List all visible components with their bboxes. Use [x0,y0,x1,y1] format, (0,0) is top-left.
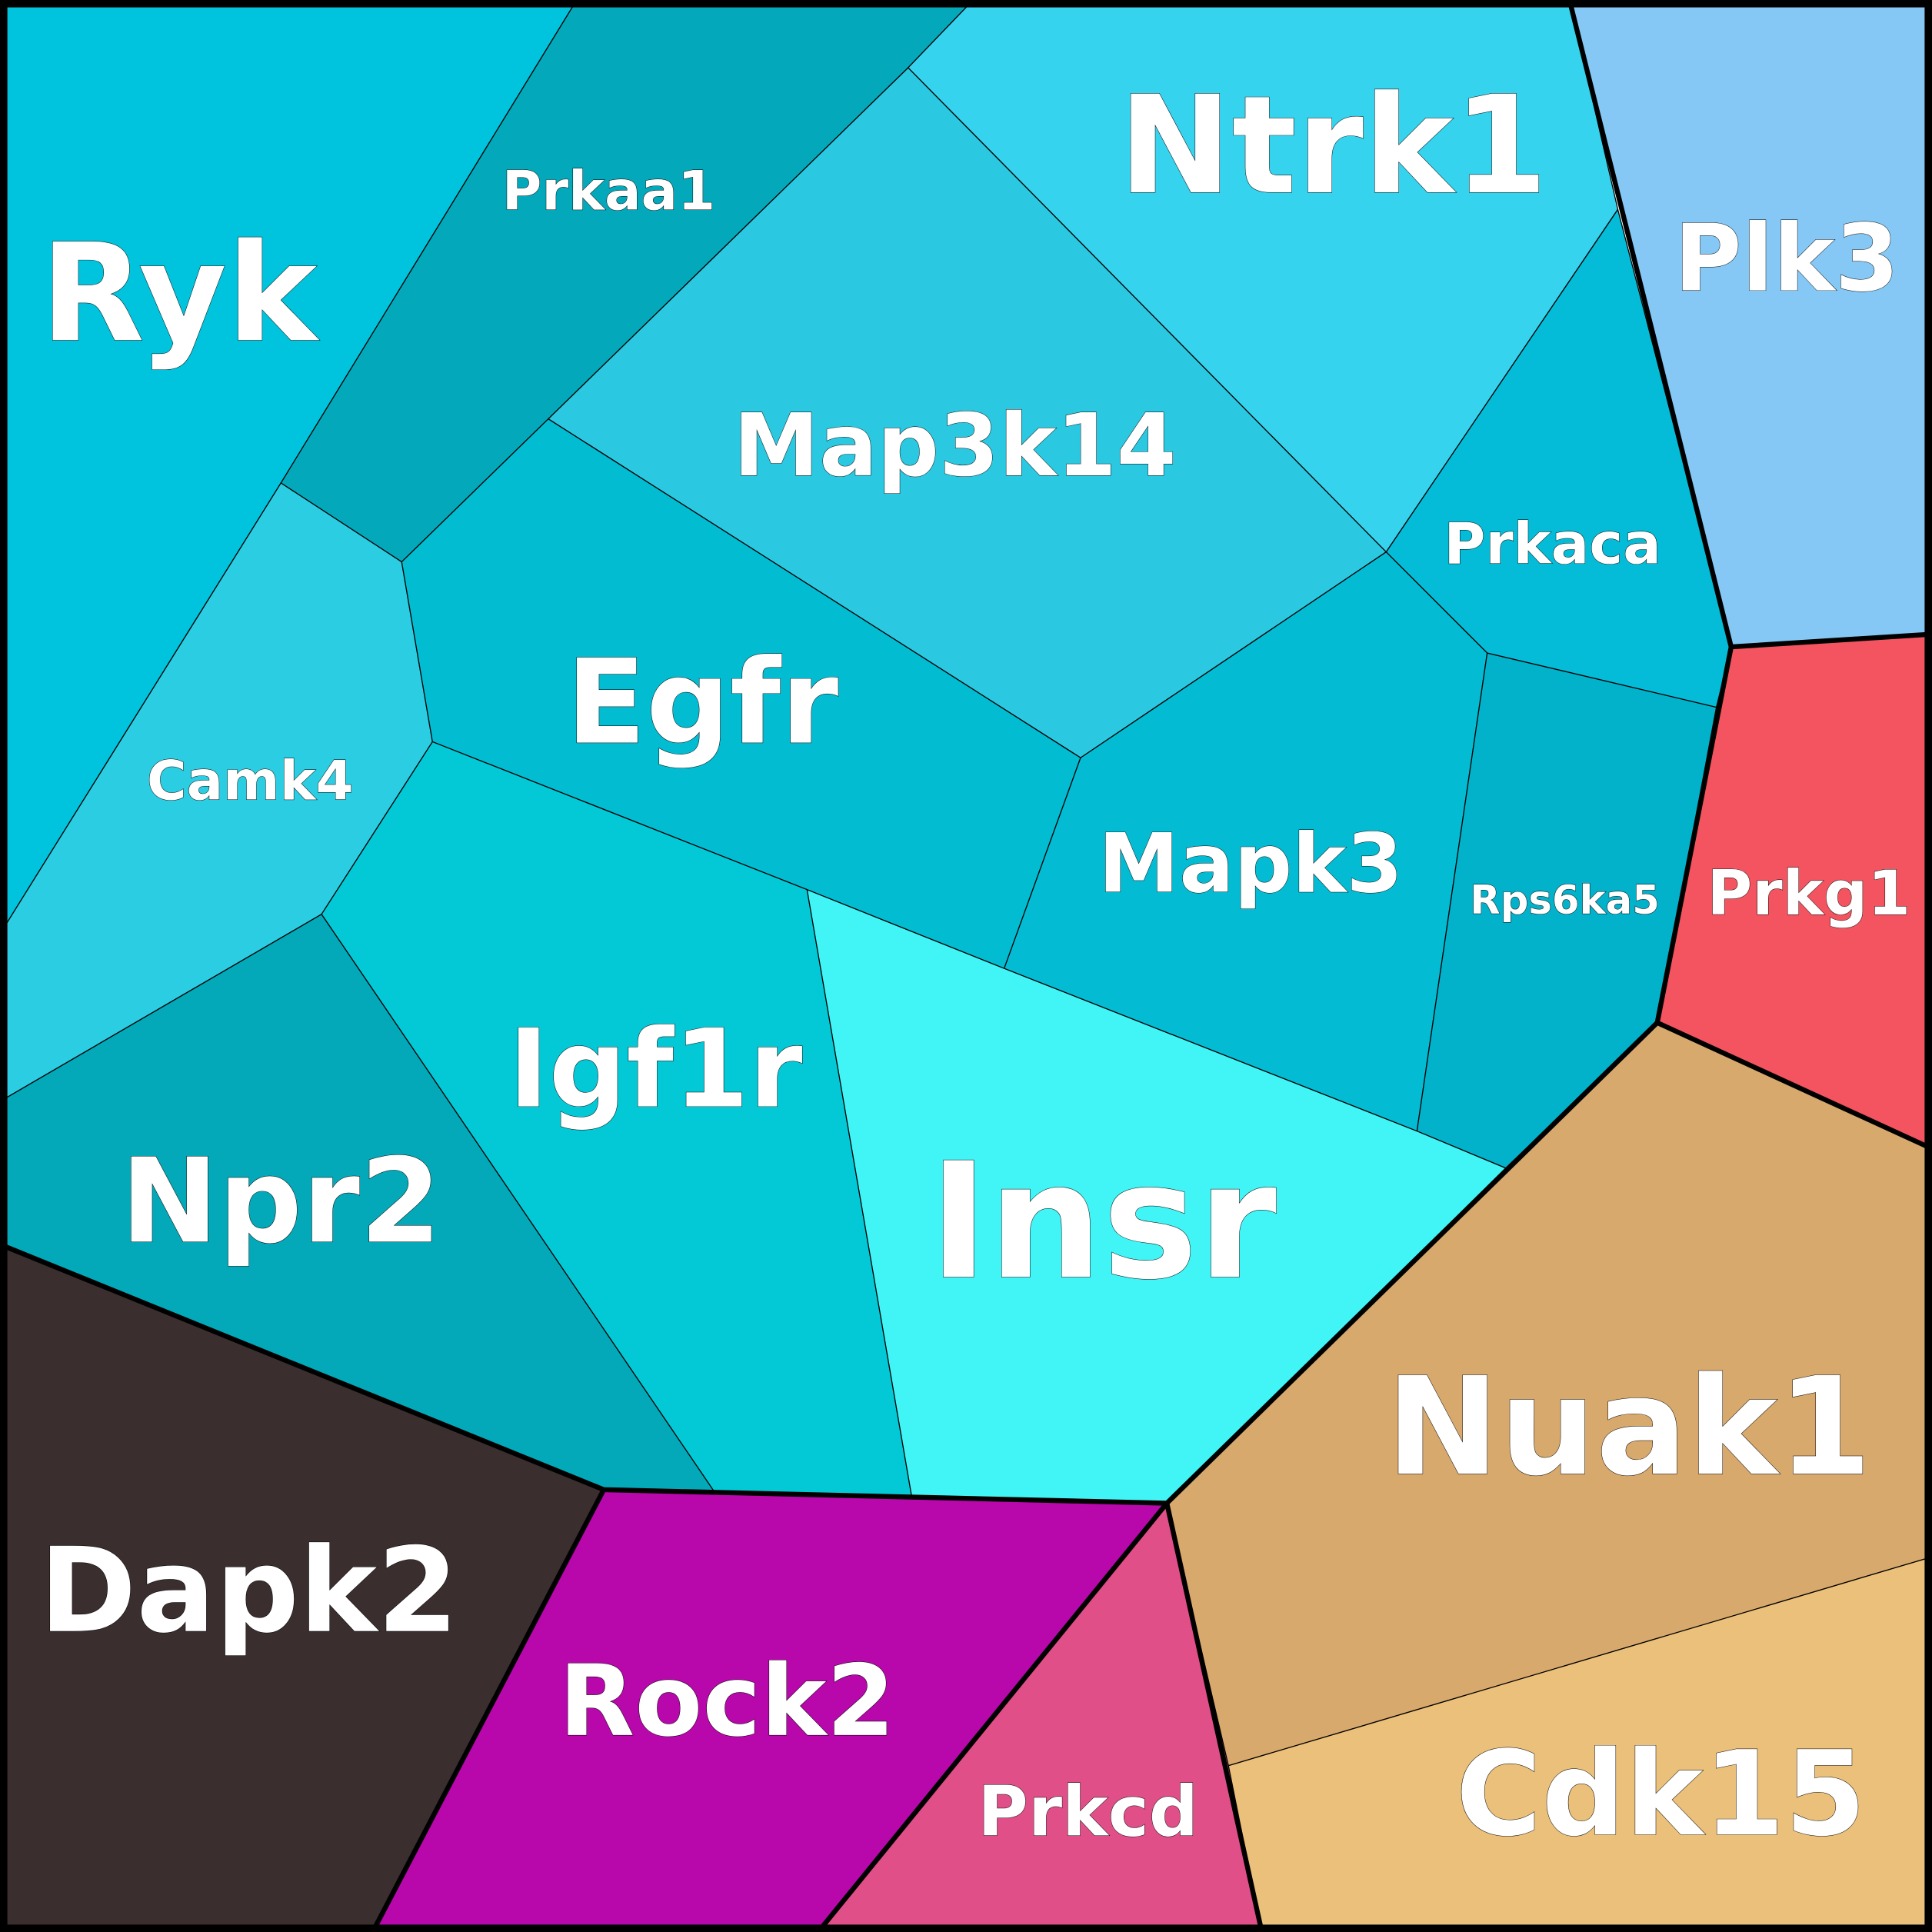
label-camk4: Camk4 [147,750,354,813]
label-cdk15: Cdk15 [1456,1726,1867,1862]
label-ryk: Ryk [40,214,320,372]
label-npr2: Npr2 [121,1133,441,1269]
group-border [373,1488,606,1927]
label-nuak1: Nuak1 [1386,1347,1872,1506]
label-dapk2: Dapk2 [39,1523,458,1659]
label-egfr: Egfr [566,635,838,771]
label-prkaa1: Prkaa1 [502,159,715,222]
group-border [821,1501,1169,1928]
label-insr: Insr [929,1129,1277,1315]
label-mapk3: Mapk3 [1098,817,1403,911]
label-map3k14: Map3k14 [734,396,1177,496]
label-plk3: Plk3 [1674,205,1900,312]
label-rps6ka5: Rps6ka5 [1470,878,1660,924]
label-rock2: Rock2 [559,1644,895,1759]
label-prkg1: Prkg1 [1707,858,1911,929]
label-ntrk1: Ntrk1 [1118,66,1547,225]
label-igf1r: Igf1r [508,1007,803,1133]
label-prkaca: Prkaca [1444,512,1661,578]
label-prkcd: Prkcd [978,1773,1198,1853]
group-border [1164,1502,1264,1927]
group-border [1164,1021,1659,1505]
